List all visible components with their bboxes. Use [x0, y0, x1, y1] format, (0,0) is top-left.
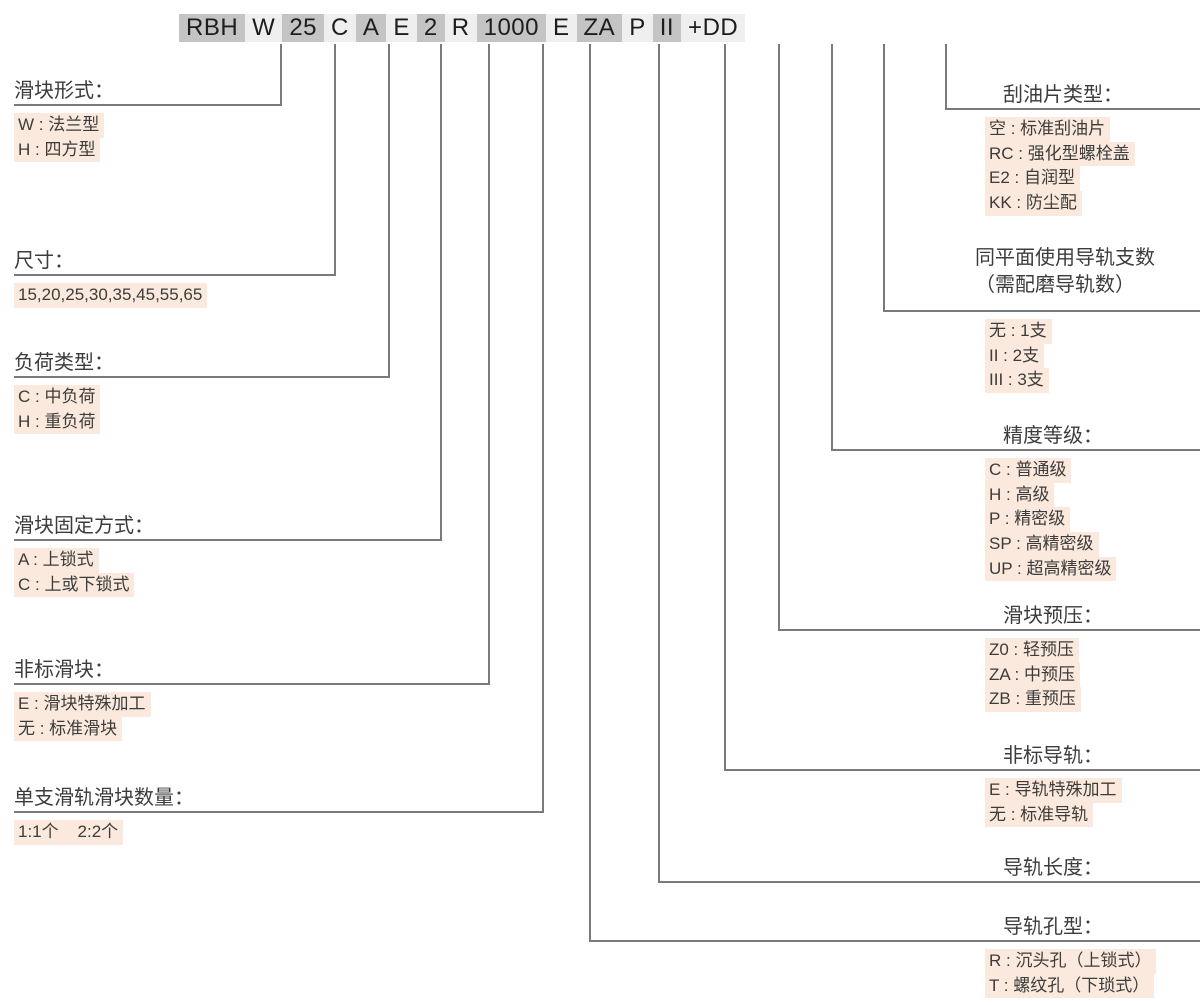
option-item: RC : 强化型螺栓盖: [985, 141, 1135, 167]
option-item: E2 : 自润型: [985, 166, 1080, 191]
option-item: KK : 防尘配: [985, 190, 1082, 216]
code-segment-load-type[interactable]: C: [324, 14, 356, 42]
group-options-nonstandard-rail: E : 导轨特殊加工 无 : 标准导轨: [985, 778, 1122, 828]
option-item: A : 上锁式: [14, 548, 99, 573]
leader-slider-form: [14, 44, 282, 106]
code-segment-slider-mounting[interactable]: A: [355, 14, 387, 42]
option-item: 无 : 1支: [985, 319, 1052, 344]
option-item: H : 四方型: [14, 137, 101, 163]
group-title-accuracy-grade: 精度等级：: [1003, 425, 1103, 447]
group-slider-form: 滑块形式： W : 法兰型 H : 四方型: [14, 80, 114, 163]
group-options-slider-mounting: A : 上锁式 C : 上或下锁式: [14, 548, 154, 598]
group-title-slider-mounting: 滑块固定方式：: [14, 515, 154, 537]
group-title-rail-hole-type: 导轨孔型：: [1003, 916, 1103, 938]
group-title-nonstandard-slider: 非标滑块：: [14, 659, 114, 681]
group-options-slider-form: W : 法兰型 H : 四方型: [14, 113, 114, 163]
group-options-accuracy-grade: C : 普通级 H : 高级 P : 精密级 SP : 高精密级 UP : 超高…: [985, 458, 1117, 582]
group-options-rails-same-plane: 无 : 1支 II : 2支 III : 3支: [985, 319, 1052, 393]
group-title-slider-count-per-rail: 单支滑轨滑块数量：: [14, 787, 194, 809]
option-item: E : 滑块特殊加工: [14, 692, 151, 717]
option-item: E : 导轨特殊加工: [985, 778, 1122, 803]
group-options-wiper-type: 空 : 标准刮油片 RC : 强化型螺栓盖 E2 : 自润型 KK : 防尘配: [985, 117, 1135, 216]
group-options-rail-hole-type: R : 沉头孔（上锁式） T : 螺纹孔（下琐式）: [985, 949, 1157, 999]
option-item: C : 中负荷: [14, 385, 101, 410]
option-item: 15,20,25,30,35,45,55,65: [14, 283, 208, 308]
leader-accuracy-grade: [831, 44, 1200, 451]
group-rail-length: 导轨长度：: [1003, 857, 1103, 880]
group-options-load-type: C : 中负荷 H : 重负荷: [14, 385, 114, 435]
group-title-wiper-type: 刮油片类型：: [1003, 84, 1123, 106]
group-options-nonstandard-slider: E : 滑块特殊加工 无 : 标准滑块: [14, 692, 151, 742]
leader-slider-mounting: [14, 44, 442, 541]
code-segment-wiper-type[interactable]: +DD: [681, 14, 746, 42]
group-slider-preload: 滑块预压：: [1003, 605, 1103, 628]
option-item: ZA : 中预压: [985, 662, 1080, 688]
group-nonstandard-rail: 非标导轨：: [1003, 745, 1103, 768]
code-segment-nonstd-slider[interactable]: E: [386, 14, 417, 42]
code-segment-size[interactable]: 25: [282, 14, 325, 42]
group-title-nonstandard-rail: 非标导轨：: [1003, 745, 1103, 767]
option-item: C : 上或下锁式: [14, 572, 135, 598]
group-nonstandard-slider: 非标滑块： E : 滑块特殊加工 无 : 标准滑块: [14, 659, 151, 742]
code-segment-series[interactable]: RBH: [179, 14, 246, 42]
group-title-rail-length: 导轨长度：: [1003, 857, 1103, 879]
option-item: T : 螺纹孔（下琐式）: [985, 973, 1155, 999]
group-slider-mounting: 滑块固定方式： A : 上锁式 C : 上或下锁式: [14, 515, 154, 598]
option-item: 空 : 标准刮油片: [985, 117, 1111, 142]
group-title-load-type: 负荷类型：: [14, 352, 114, 374]
group-title-slider-preload: 滑块预压：: [1003, 605, 1103, 627]
group-title-slider-form: 滑块形式：: [14, 80, 114, 102]
code-segment-slider-count[interactable]: 2: [416, 14, 445, 42]
group-title-rails-same-plane-note: （需配磨导轨数）: [975, 274, 1135, 296]
group-options-size: 15,20,25,30,35,45,55,65: [14, 283, 208, 308]
option-item: ZB : 重预压: [985, 687, 1081, 712]
option-item: C : 普通级: [985, 458, 1072, 483]
group-options-slider-count-per-rail: 1:1个 2:2个: [14, 820, 194, 845]
code-segment-rail-hole-type[interactable]: R: [444, 14, 477, 42]
leader-nonstandard-rail: [724, 44, 1200, 771]
option-item: 1:1个 2:2个: [14, 820, 124, 845]
option-item: UP : 超高精密级: [985, 556, 1117, 582]
group-title-size: 尺寸：: [14, 250, 74, 272]
leader-rail-length: [658, 44, 1200, 883]
option-item: W : 法兰型: [14, 113, 105, 138]
option-item: H : 重负荷: [14, 409, 101, 435]
code-segment-slider-preload[interactable]: ZA: [576, 14, 623, 42]
leader-slider-preload: [778, 44, 1200, 631]
leader-size: [14, 44, 336, 276]
option-item: III : 3支: [985, 368, 1049, 393]
leader-nonstandard-slider: [14, 44, 490, 685]
code-segment-slider-form[interactable]: W: [245, 14, 283, 42]
leader-rail-hole-type: [589, 44, 1200, 942]
code-segment-rail-length[interactable]: 1000: [476, 14, 546, 42]
option-item: SP : 高精密级: [985, 531, 1099, 557]
option-item: II : 2支: [985, 343, 1045, 369]
group-slider-count-per-rail: 单支滑轨滑块数量： 1:1个 2:2个: [14, 787, 194, 845]
group-options-slider-preload: Z0 : 轻预压 ZA : 中预压 ZB : 重预压: [985, 638, 1081, 712]
part-number-code-bar: RBH W 25 C A E 2 R 1000 E ZA P II +DD: [179, 14, 746, 42]
group-rail-hole-type: 导轨孔型：: [1003, 916, 1103, 939]
option-item: Z0 : 轻预压: [985, 638, 1080, 663]
option-item: 无 : 标准导轨: [985, 802, 1094, 828]
option-item: R : 沉头孔（上锁式）: [985, 949, 1157, 974]
leader-rails-same-plane: [883, 44, 1200, 312]
group-load-type: 负荷类型： C : 中负荷 H : 重负荷: [14, 352, 114, 435]
code-segment-nonstd-rail[interactable]: E: [546, 14, 577, 42]
option-item: 无 : 标准滑块: [14, 716, 123, 742]
group-size: 尺寸： 15,20,25,30,35,45,55,65: [14, 250, 208, 308]
option-item: H : 高级: [985, 482, 1055, 508]
group-wiper-type: 刮油片类型：: [1003, 84, 1123, 107]
leader-load-type: [14, 44, 390, 378]
group-title-rails-same-plane: 同平面使用导轨支数: [975, 247, 1155, 269]
code-segment-accuracy-grade[interactable]: P: [622, 14, 653, 42]
code-segment-rails-same-plane[interactable]: II: [652, 14, 682, 42]
leader-slider-count: [14, 44, 544, 813]
leader-wiper-type: [945, 44, 1200, 110]
group-accuracy-grade: 精度等级：: [1003, 425, 1103, 448]
option-item: P : 精密级: [985, 507, 1071, 532]
group-rails-same-plane: 同平面使用导轨支数 （需配磨导轨数）: [975, 245, 1155, 299]
